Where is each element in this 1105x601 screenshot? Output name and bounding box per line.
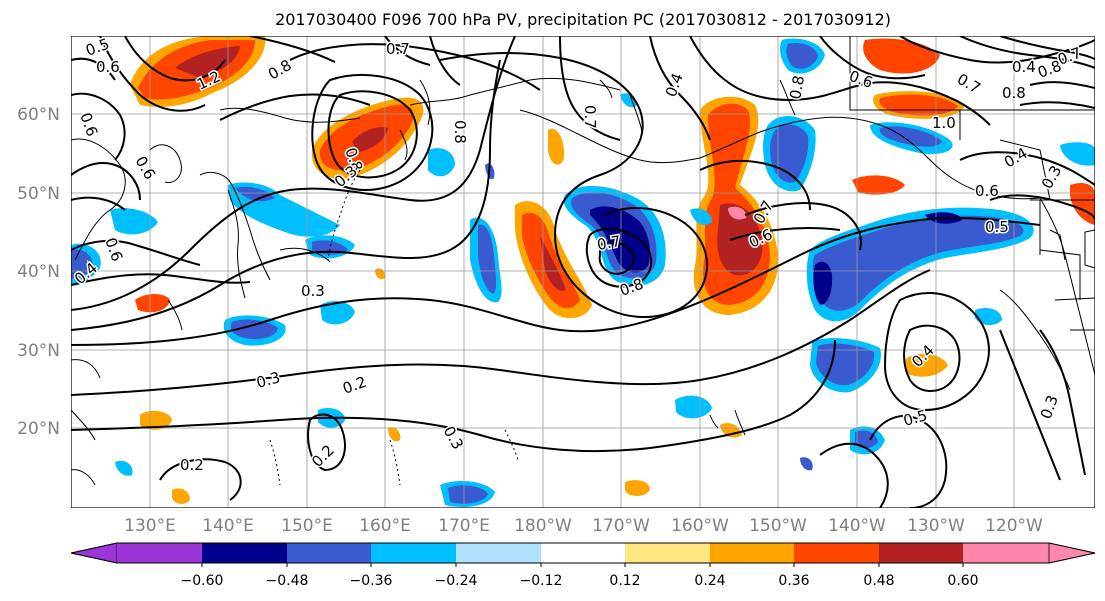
precip-positive-region xyxy=(135,294,170,313)
precip-positive-region xyxy=(728,206,747,220)
contour-label: 0.8 xyxy=(786,74,808,101)
lon-label-130w: 130°W xyxy=(907,516,965,536)
colorbar-tick-label: 0.60 xyxy=(947,573,978,589)
map-title: 2017030400 F096 700 hPa PV, precipitatio… xyxy=(275,10,891,29)
coastlines xyxy=(71,36,1095,486)
precip-negative-region xyxy=(320,300,355,325)
precip-negative-region xyxy=(590,206,650,273)
lat-label-20n: 20°N xyxy=(17,419,60,439)
lat-label-40n: 40°N xyxy=(17,262,60,282)
precip-positive-region xyxy=(388,427,401,442)
precip-positive-region xyxy=(1070,183,1095,225)
colorbar-segment xyxy=(879,543,963,563)
lon-label-120w: 120°W xyxy=(985,516,1043,536)
lon-label-180w: 180°W xyxy=(514,516,572,536)
colorbar: −0.60 −0.48 −0.36 −0.24 −0.12 0.12 0.24 … xyxy=(70,542,1096,589)
precip-positive-region xyxy=(172,488,190,504)
precip-negative-region xyxy=(816,343,875,386)
colorbar-segment xyxy=(287,543,371,563)
precip-negative-region xyxy=(1060,142,1095,166)
contour-label: 0.7 xyxy=(581,105,599,129)
colorbar-segment xyxy=(202,543,287,563)
lon-label-150w: 150°W xyxy=(749,516,807,536)
contour-label: 0.5 xyxy=(985,218,1009,236)
colorbar-segment xyxy=(1048,542,1096,564)
precip-negative-region xyxy=(690,208,712,225)
contour-label: 0.6 xyxy=(96,58,120,76)
colorbar-outline xyxy=(70,542,1096,564)
precip-negative-region xyxy=(675,395,712,419)
precip-positive-region xyxy=(852,175,905,195)
contour-label: 0.7 xyxy=(386,40,410,58)
precip-positive-region xyxy=(548,128,565,165)
precip-positive-region xyxy=(175,46,240,78)
pv-contours xyxy=(71,36,1095,508)
lat-label-60n: 60°N xyxy=(17,105,60,125)
colorbar-segment xyxy=(70,542,118,564)
colorbar-tick-label: −0.24 xyxy=(435,573,478,589)
colorbar-segment xyxy=(794,543,879,563)
precip-negative-region xyxy=(975,308,1002,326)
longitude-labels: 130°E 140°E 150°E 160°E 170°E 180°W 170°… xyxy=(124,516,1043,536)
lon-label-140w: 140°W xyxy=(828,516,886,536)
latitude-labels: 60°N 50°N 40°N 30°N 20°N xyxy=(17,105,60,439)
lon-label-140e: 140°E xyxy=(202,516,254,536)
colorbar-segment xyxy=(710,543,794,563)
colorbar-tick-label: −0.48 xyxy=(266,573,309,589)
contour-label: 1.0 xyxy=(932,114,956,132)
contour-label: 0.2 xyxy=(180,456,204,474)
colorbar-segment xyxy=(456,543,541,563)
precip-negative-region xyxy=(110,208,158,235)
precip-positive-region xyxy=(720,423,742,438)
precip-negative-region xyxy=(428,148,455,177)
precip-positive-region xyxy=(863,38,940,74)
precip-negative-region xyxy=(448,485,488,504)
precip-negative-region xyxy=(230,319,278,340)
lon-label-150e: 150°E xyxy=(281,516,333,536)
precip-negative-region xyxy=(786,43,818,69)
precip-positive-region xyxy=(352,127,388,152)
lon-label-170w: 170°W xyxy=(592,516,650,536)
precip-negative-region xyxy=(235,186,275,202)
lat-label-30n: 30°N xyxy=(17,341,60,361)
contour-label: 0.3 xyxy=(301,282,325,300)
colorbar-segment xyxy=(625,543,710,563)
map-panel[interactable]: 0.5 0.6 0.7 0.8 1.2 0.8 0.3 0.3 0.3 0.2 … xyxy=(71,35,1095,508)
colorbar-tick-label: 0.36 xyxy=(778,573,809,589)
contour-label: 0.4 xyxy=(1012,58,1036,76)
map-gridlines xyxy=(71,36,1095,508)
precip-negative-region xyxy=(800,457,813,471)
precip-positive-region xyxy=(625,480,650,496)
colorbar-tick-label: −0.60 xyxy=(181,573,224,589)
precip-positive-region xyxy=(140,410,172,430)
colorbar-tick-label: 0.24 xyxy=(694,573,725,589)
lon-label-160w: 160°W xyxy=(671,516,729,536)
colorbar-segment xyxy=(371,543,456,563)
colorbar-tick-label: −0.36 xyxy=(350,573,393,589)
contour-label: 0.8 xyxy=(1002,84,1026,102)
lon-label-160e: 160°E xyxy=(359,516,411,536)
colorbar-tick-label: 0.12 xyxy=(609,573,640,589)
lat-label-50n: 50°N xyxy=(17,184,60,204)
precip-negative-region xyxy=(812,215,1024,311)
precip-negative-region xyxy=(813,261,833,305)
colorbar-segment xyxy=(963,543,1049,563)
precip-negative-region xyxy=(478,224,497,294)
precip-positive-region xyxy=(717,203,763,276)
precip-negative-region xyxy=(115,460,133,476)
colorbar-segment xyxy=(541,543,625,563)
lon-label-130e: 130°E xyxy=(124,516,176,536)
precip-positive-region xyxy=(905,353,948,377)
colorbar-segment xyxy=(117,543,202,563)
colorbar-tick-label: 0.48 xyxy=(863,573,894,589)
contour-label: 0.6 xyxy=(975,182,999,200)
precip-positive-region xyxy=(540,236,566,291)
lon-label-170e: 170°E xyxy=(438,516,490,536)
colorbar-tick-label: −0.12 xyxy=(520,573,563,589)
contour-label: 0.8 xyxy=(451,120,469,144)
